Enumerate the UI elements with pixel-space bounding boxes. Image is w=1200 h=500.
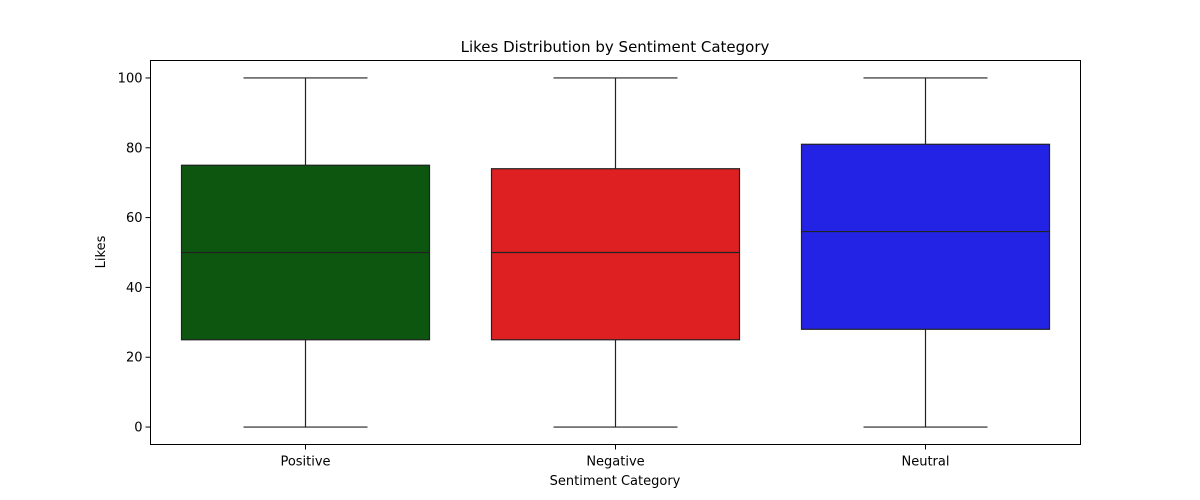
- x-axis: Positive Negative Neutral: [280, 444, 950, 470]
- y-axis-label: Likes: [94, 235, 109, 268]
- y-axis: 0 20 40 60 80 100: [118, 71, 151, 436]
- y-tick-label: 60: [126, 211, 143, 226]
- box-negative: [490, 77, 741, 428]
- box-positive: [180, 77, 431, 428]
- y-tick-label: 100: [118, 71, 143, 86]
- y-tick-label: 0: [134, 421, 142, 436]
- x-tick-label: Negative: [586, 455, 644, 470]
- x-tick-label: Neutral: [902, 455, 950, 470]
- y-tick-label: 40: [126, 281, 143, 296]
- plot-area: [180, 77, 1051, 428]
- box-neutral: [800, 77, 1051, 428]
- chart-title: Likes Distribution by Sentiment Category: [461, 38, 770, 56]
- box-body: [490, 168, 741, 341]
- y-tick-label: 20: [126, 351, 143, 366]
- box-body: [800, 143, 1051, 330]
- y-tick-label: 80: [126, 141, 143, 156]
- x-axis-label: Sentiment Category: [550, 474, 681, 489]
- x-tick-label: Positive: [280, 455, 330, 470]
